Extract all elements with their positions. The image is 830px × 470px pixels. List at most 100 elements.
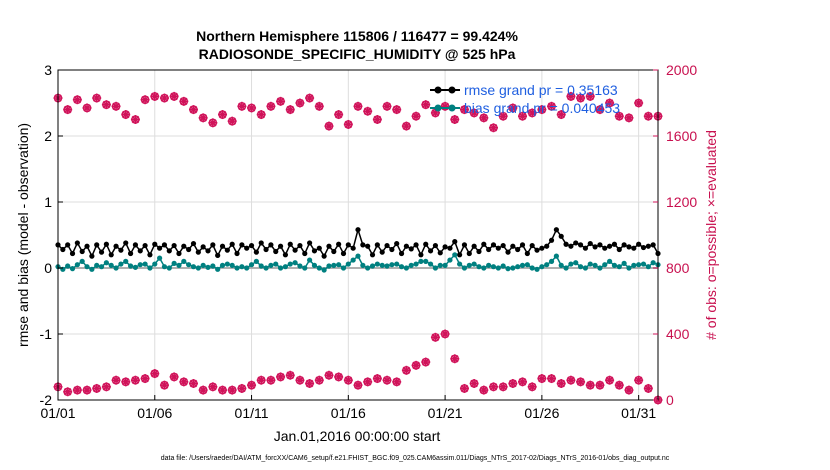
obs-count-marker <box>198 113 208 123</box>
bias-point <box>277 265 284 271</box>
bias-point <box>219 262 226 268</box>
bias-point <box>365 265 371 271</box>
rmse-point <box>336 241 342 247</box>
obs-evaluated-cross <box>557 379 565 388</box>
obs-count-marker <box>363 106 373 116</box>
bias-point <box>558 262 564 268</box>
obs-evaluated-cross <box>296 99 304 107</box>
bias-point <box>282 264 289 270</box>
bias-point <box>539 264 545 270</box>
obs-count-marker <box>450 115 460 124</box>
rmse-point <box>621 242 627 248</box>
obs-evaluated-cross <box>634 99 643 107</box>
bias-point <box>345 261 351 267</box>
obs-evaluated-cross <box>170 373 178 381</box>
bias-point <box>563 265 569 271</box>
bias-point <box>389 262 395 268</box>
obs-evaluated-cross <box>122 378 130 386</box>
rmse-point <box>219 243 226 249</box>
y-tick-layer: -2 -1 0 1 2 3 <box>40 62 63 408</box>
bias-point <box>79 258 85 264</box>
obs-evaluated-cross <box>131 115 140 124</box>
rmse-point <box>394 240 400 247</box>
obs-evaluated-cross <box>557 110 565 119</box>
bias-point <box>74 262 80 268</box>
y-tick-label: 3 <box>44 62 52 78</box>
bias-point <box>626 265 632 271</box>
obs-evaluated-cross <box>102 100 111 109</box>
x-tick-label: 01/11 <box>235 405 269 421</box>
obs-count-marker <box>150 369 160 379</box>
obs-evaluated-cross <box>189 105 198 114</box>
obs-count-marker <box>227 385 237 395</box>
obs-evaluated-cross <box>480 114 488 122</box>
obs-count-marker <box>411 360 421 370</box>
rmse-point <box>186 246 192 253</box>
rmse-point <box>166 248 172 254</box>
bias-point <box>553 253 559 259</box>
bias-point <box>239 264 245 270</box>
bias-point <box>398 264 405 270</box>
rmse-point <box>350 245 356 251</box>
bias-point <box>297 263 303 269</box>
obs-count-marker <box>72 95 82 105</box>
obs-count-marker <box>63 105 73 115</box>
rmse-point <box>539 245 545 251</box>
obs-count-marker <box>188 379 198 388</box>
obs-count-marker <box>518 377 528 387</box>
obs-evaluated-cross <box>170 92 178 101</box>
bias-point <box>152 261 158 267</box>
bias-point <box>98 264 105 270</box>
bias-point <box>263 265 269 271</box>
bias-point <box>500 263 506 269</box>
obs-count-marker <box>130 115 140 124</box>
rmse-point <box>558 233 564 239</box>
obs-evaluated-cross <box>83 104 91 112</box>
obs-evaluated-cross <box>344 376 353 384</box>
obs-evaluated-cross <box>315 102 324 111</box>
bias-point <box>65 263 71 269</box>
obs-count-marker <box>382 101 392 111</box>
bias-point <box>616 264 622 270</box>
rmse-point <box>195 249 201 255</box>
obs-evaluated-cross <box>586 381 594 389</box>
rmse-point <box>408 246 414 252</box>
obs-count-marker <box>256 110 266 120</box>
obs-evaluated-cross <box>383 102 391 111</box>
bias-point <box>510 265 516 271</box>
rmse-point <box>587 240 593 247</box>
obs-count-marker <box>82 385 92 395</box>
obs-count-marker <box>353 101 363 111</box>
obs-count-marker <box>227 116 237 126</box>
obs-count-marker <box>111 375 121 385</box>
rmse-point <box>602 245 608 251</box>
obs-count-marker <box>634 98 644 108</box>
obs-count-marker <box>247 380 257 390</box>
bias-point <box>273 261 279 267</box>
chart-subtitle: RADIOSONDE_SPECIFIC_HUMIDITY @ 525 hPa <box>199 46 516 62</box>
obs-count-marker <box>92 383 102 393</box>
rmse-point <box>331 248 337 255</box>
bias-point <box>137 262 143 268</box>
bias-point <box>302 265 308 271</box>
rmse-point <box>447 245 453 251</box>
bias-point <box>568 261 574 267</box>
rmse-point <box>205 248 211 254</box>
rmse-point <box>282 252 289 258</box>
rmse-point <box>297 242 303 249</box>
bias-point <box>437 262 443 268</box>
rmse-point <box>365 243 371 249</box>
rmse-point <box>553 227 559 233</box>
obs-evaluated-cross <box>547 374 556 383</box>
obs-count-marker <box>450 354 460 364</box>
bias-point <box>311 262 318 268</box>
rmse-point <box>607 243 613 249</box>
bias-point <box>413 261 419 267</box>
obs-count-marker <box>624 385 634 395</box>
rmse-point <box>442 244 448 250</box>
x-tick-label: 01/26 <box>524 405 559 421</box>
obs-count-marker <box>237 101 247 111</box>
rmse-point <box>311 248 318 254</box>
rmse-point <box>142 242 148 249</box>
